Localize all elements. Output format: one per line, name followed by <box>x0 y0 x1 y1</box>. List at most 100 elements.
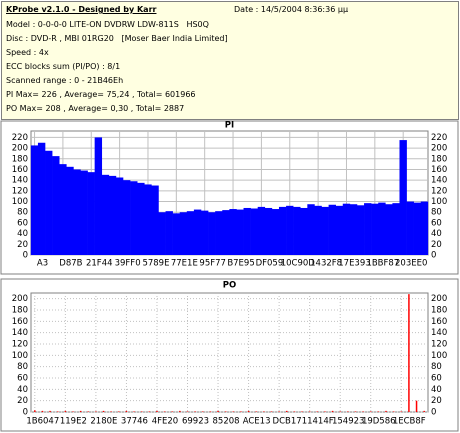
bar <box>257 206 266 255</box>
bar <box>186 411 189 412</box>
x-tick-label: 4FE20 <box>152 417 178 427</box>
bar <box>247 410 250 412</box>
bar <box>49 410 51 412</box>
bar <box>369 411 372 412</box>
bar <box>232 411 235 412</box>
x-tick-label: 19D586 <box>362 417 396 427</box>
bar <box>45 150 53 255</box>
bar <box>202 411 204 412</box>
bar <box>420 201 429 255</box>
y-tick-label-right: 80 <box>431 208 442 218</box>
x-tick-label: 69923 <box>182 417 209 427</box>
bar <box>392 411 395 412</box>
bar <box>377 411 380 412</box>
info-panel: KProbe v2.1.0 - Designed by Karr Date : … <box>1 1 459 120</box>
bar <box>278 206 287 255</box>
x-tick-label: 5789E <box>142 259 169 269</box>
x-tick-label: 95F77 <box>199 259 226 269</box>
bar <box>194 411 196 412</box>
x-tick-label: 1ECB8F <box>393 417 426 427</box>
bar <box>385 204 393 255</box>
bar <box>278 411 280 412</box>
x-tick-label: 203EE0 <box>395 259 427 269</box>
y-tick-label-right: 120 <box>431 186 447 196</box>
y-tick-label: 20 <box>17 240 28 250</box>
y-tick-label: 140 <box>12 328 28 338</box>
bar <box>200 210 209 255</box>
info-line: ECC blocks sum (PI/PO) : 8/1 <box>6 62 121 71</box>
y-tick-label: 60 <box>17 374 28 384</box>
x-tick-label: 85208 <box>213 417 240 427</box>
x-tick-label: 10C90D <box>281 259 316 269</box>
y-tick-label: 80 <box>17 208 28 218</box>
bar <box>263 411 265 412</box>
bar <box>342 203 351 255</box>
bar <box>408 294 410 412</box>
bar <box>415 400 418 412</box>
bar <box>224 411 227 412</box>
info-line: Scanned range : 0 - 21B46Eh <box>6 76 124 85</box>
bar <box>270 411 273 412</box>
bar <box>137 182 145 255</box>
chart-title: PI <box>225 121 234 131</box>
y-tick-label-right: 200 <box>431 144 447 154</box>
y-tick-label: 160 <box>12 165 28 175</box>
bar <box>354 411 357 412</box>
bar <box>307 204 315 255</box>
bar <box>324 411 326 412</box>
bar <box>56 411 59 412</box>
y-tick-label: 0 <box>23 408 28 418</box>
y-tick-label: 60 <box>17 218 28 228</box>
info-line: PI Max= 226 , Average= 75,24 , Total= 60… <box>6 90 196 99</box>
x-tick-label: 77E1E <box>171 259 198 269</box>
bar <box>236 209 244 255</box>
y-tick-label: 120 <box>12 186 28 196</box>
bar <box>316 411 319 412</box>
y-tick-label-right: 180 <box>431 306 447 316</box>
y-tick-label-right: 80 <box>431 362 442 372</box>
bar <box>271 209 280 255</box>
bar <box>193 209 202 255</box>
x-tick-label: 1BBF87 <box>366 259 399 269</box>
bar <box>101 174 110 255</box>
bar <box>130 181 138 255</box>
bar <box>123 180 131 255</box>
bar <box>110 411 112 412</box>
y-tick-label: 180 <box>12 154 28 164</box>
bar <box>125 410 128 412</box>
y-tick-label-right: 140 <box>431 328 447 338</box>
bar <box>321 206 329 255</box>
bar <box>179 212 188 255</box>
y-tick-label-right: 60 <box>431 374 442 384</box>
x-tick-label: ACE13 <box>243 417 271 427</box>
x-tick-label: B7E95 <box>227 259 254 269</box>
bar <box>171 411 173 412</box>
info-line: Disc : DVD-R , MBI 01RG20 [Moser Baer In… <box>6 34 228 43</box>
y-tick-label-right: 140 <box>431 176 447 186</box>
y-tick-label-right: 100 <box>431 197 447 207</box>
bar <box>73 169 81 255</box>
bar <box>328 204 336 255</box>
bar <box>108 175 117 255</box>
bar <box>151 185 159 255</box>
y-tick-label: 20 <box>17 396 28 406</box>
y-tick-label-right: 180 <box>431 154 447 164</box>
bar <box>308 411 311 412</box>
x-tick-label: 154923 <box>332 417 364 427</box>
bar <box>172 213 181 255</box>
bar <box>339 411 341 412</box>
y-tick-label-right: 0 <box>431 408 436 418</box>
y-tick-label-right: 120 <box>431 340 447 350</box>
bar <box>293 411 296 412</box>
x-tick-label: A3 <box>37 259 48 269</box>
x-tick-label: 1432F8 <box>310 259 342 269</box>
bar <box>186 211 195 255</box>
bar <box>314 205 322 255</box>
bar <box>293 206 301 255</box>
bar <box>133 411 135 412</box>
bar <box>87 411 90 412</box>
x-tick-label: DF059 <box>256 259 284 269</box>
bar <box>118 411 120 412</box>
bar <box>80 170 88 255</box>
bar <box>34 410 36 412</box>
